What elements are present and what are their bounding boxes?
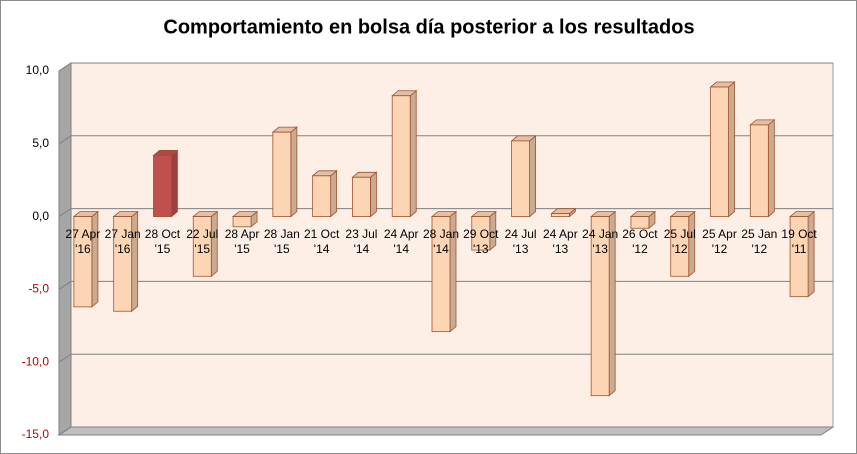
x-tick-label: 25 Jan '12 (741, 226, 778, 256)
grid-line (58, 62, 833, 72)
bar-side (370, 171, 377, 218)
bar (471, 216, 491, 251)
x-tick-label: 28 Apr '15 (224, 226, 260, 256)
bar-side (767, 119, 775, 218)
bar (511, 140, 530, 217)
grid-line (58, 353, 833, 363)
x-tick-label: 27 Apr '16 (65, 226, 101, 256)
x-tick-label: 28 Jan '15 (263, 226, 300, 256)
x-tick-label: 24 Apr '13 (543, 226, 578, 256)
bar (550, 213, 570, 218)
y-tick-label: 5,0 (32, 136, 49, 150)
x-tick-label: 24 Apr '14 (383, 226, 419, 256)
bar (391, 95, 411, 217)
bar (312, 175, 332, 218)
x-tick-label: 24 Jul '13 (504, 226, 537, 256)
bar (113, 216, 133, 312)
grid-line (58, 208, 833, 218)
bar (431, 216, 451, 333)
bar (153, 155, 172, 217)
bar (272, 131, 292, 217)
bar-side (529, 135, 536, 218)
grid-line (58, 280, 833, 290)
bar (192, 216, 212, 277)
y-tick-label: 0,0 (32, 209, 49, 223)
y-tick-label: -10,0 (22, 354, 50, 368)
bar-side (409, 89, 417, 218)
bar-side (171, 149, 178, 218)
x-tick-label: 26 Oct '12 (622, 226, 658, 256)
bar-side (330, 169, 338, 218)
grid-line (58, 135, 833, 145)
x-tick-label: 21 Oct '14 (303, 226, 340, 256)
bar (789, 216, 809, 298)
y-tick-label: 10,0 (26, 63, 50, 77)
bar (749, 124, 769, 217)
x-tick-label: 25 Apr '12 (702, 226, 737, 256)
x-tick-label: 27 Jan '16 (104, 226, 141, 256)
x-tick-label: 22 Jul '15 (186, 226, 219, 256)
x-tick-label: 19 Oct '11 (781, 226, 817, 256)
bar (73, 216, 93, 308)
x-tick-label: 25 Jul '12 (663, 226, 696, 256)
bar (232, 216, 252, 228)
y-tick-label: -5,0 (28, 282, 49, 296)
bar (710, 86, 729, 217)
bar (352, 176, 371, 217)
floor (57, 426, 835, 436)
grid-line (58, 426, 833, 436)
chart-title: Comportamiento en bolsa día posterior a … (163, 16, 694, 38)
bar (670, 216, 690, 277)
x-tick-label: 28 Jan '14 (422, 226, 460, 256)
bar-side (290, 126, 298, 218)
x-tick-label: 24 Jan '13 (582, 226, 619, 256)
x-tick-label: 29 Oct '13 (463, 226, 499, 256)
bar (630, 216, 650, 229)
x-tick-label: 28 Oct '15 (144, 226, 181, 256)
x-tick-label: 23 Jul '14 (345, 226, 378, 256)
bar-side (728, 81, 735, 218)
y-tick-label: -15,0 (22, 427, 50, 441)
bar (590, 216, 610, 397)
